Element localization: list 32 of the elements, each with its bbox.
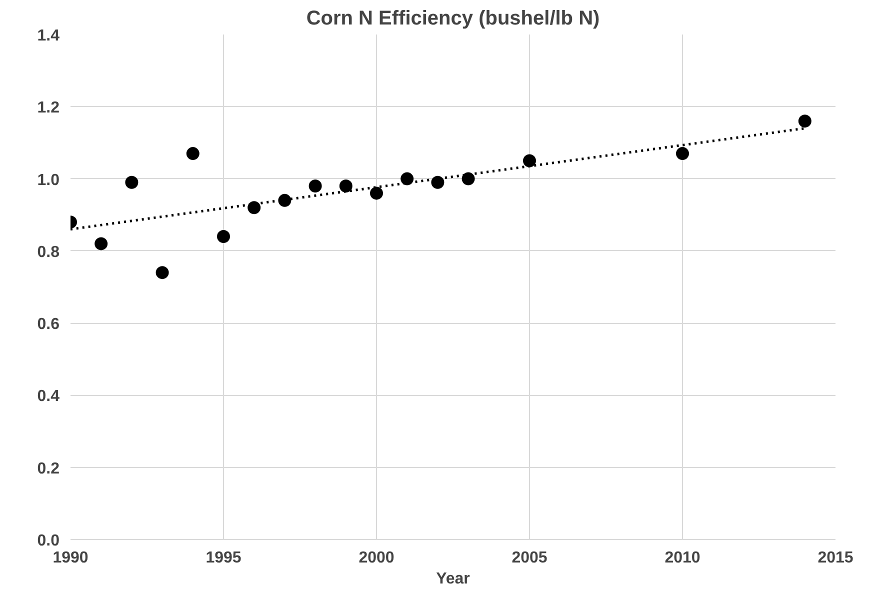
x-tick-label: 2000: [358, 550, 394, 566]
y-tick-label: 0.6: [37, 316, 60, 334]
y-tick-label: 1.4: [37, 28, 60, 44]
y-tick-label: 0.2: [37, 460, 60, 478]
point: [400, 172, 414, 186]
point: [308, 180, 322, 192]
x-tick-label: 2005: [512, 550, 548, 566]
x-tick-label: 1995: [206, 550, 242, 566]
point: [125, 176, 138, 189]
point: [798, 114, 812, 128]
point: [156, 266, 169, 280]
x-axis-title: Year: [436, 570, 470, 588]
x-tick-label: 2010: [664, 550, 700, 566]
point: [186, 147, 200, 160]
x-tick-label: 2015: [818, 550, 854, 566]
point: [278, 194, 292, 207]
point: [217, 230, 230, 243]
point: [431, 176, 444, 189]
y-tick-label: 0.4: [37, 388, 60, 406]
point: [523, 154, 536, 168]
point: [462, 172, 475, 186]
point: [248, 201, 261, 214]
y-tick-label: 1.0: [37, 172, 60, 189]
point: [676, 147, 689, 160]
y-tick-label: 0.8: [37, 244, 60, 261]
point: [339, 180, 352, 192]
x-tick-label: 1990: [52, 550, 88, 566]
point: [94, 237, 108, 250]
y-tick-label: 1.2: [37, 100, 60, 117]
chart-title: Corn N Efficiency (bushel/lb N): [306, 8, 600, 30]
y-tick-label: 0.0: [37, 532, 60, 550]
point: [370, 186, 383, 200]
